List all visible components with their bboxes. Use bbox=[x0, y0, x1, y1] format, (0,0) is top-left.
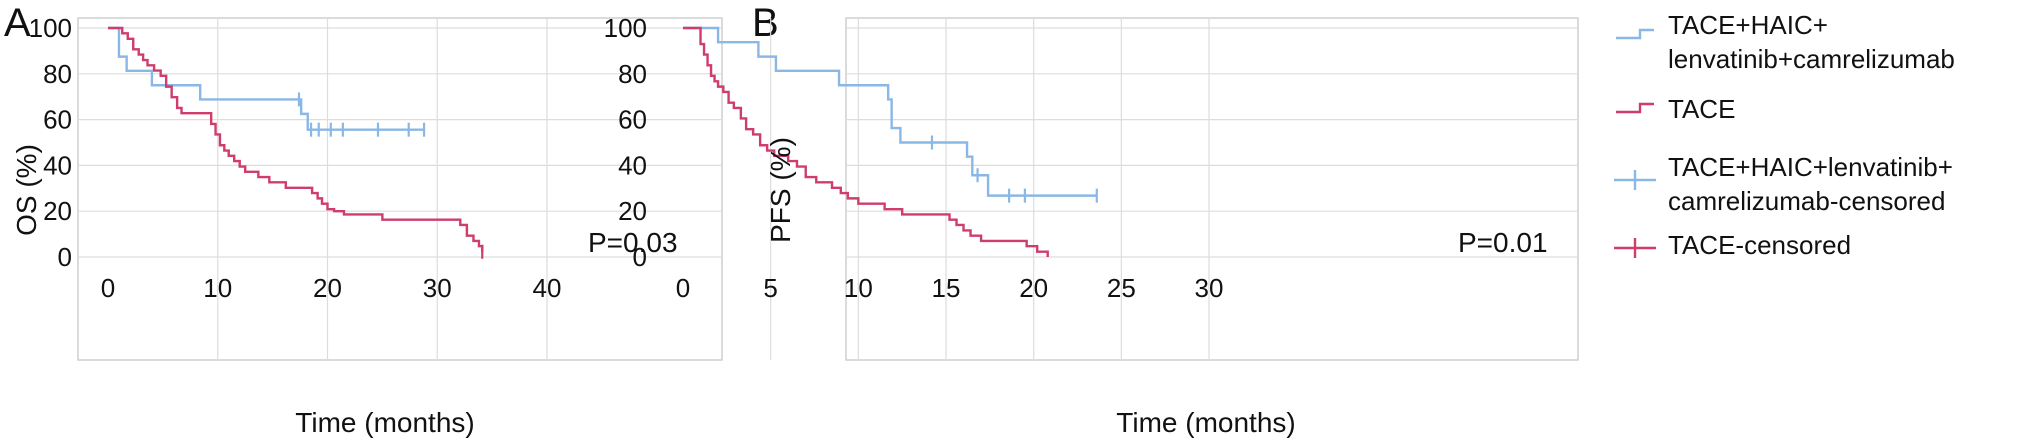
legend-item-4: TACE-censored bbox=[1614, 230, 1851, 260]
panel-a-series bbox=[108, 26, 484, 259]
panel-a-label: A bbox=[4, 1, 31, 45]
legend-label: camrelizumab-censored bbox=[1668, 186, 1945, 216]
panel-a-x-tick-label: 40 bbox=[533, 273, 562, 303]
legend-line-swatch bbox=[1616, 102, 1654, 114]
panel-b-x-tick-label: 25 bbox=[1107, 273, 1136, 303]
panel-a-y-tick-label: 40 bbox=[43, 150, 72, 180]
panel-a-x-tick-label: 0 bbox=[101, 273, 115, 303]
panel-a-os-chart: A 0 10 20 30 40 0 20 40 60 80 100 P=0.03 Time (mon… bbox=[4, 1, 723, 438]
panel-a-p-value: P=0.03 bbox=[588, 227, 678, 258]
legend: TACE+HAIC+ lenvatinib+camrelizumab TACE TAC… bbox=[1614, 10, 1955, 260]
panel-b-x-tick-label: 0 bbox=[676, 273, 690, 303]
panel-b-p-value: P=0.01 bbox=[1458, 227, 1548, 258]
panel-b-x-tick-label: 20 bbox=[1019, 273, 1048, 303]
panel-a-x-tick-label: 10 bbox=[203, 273, 232, 303]
panel-a-y-tick-label: 60 bbox=[43, 105, 72, 135]
panel-b-pfs-chart: B 0 5 10 15 20 25 30 0 20 40 60 80 100 P=0.01 Time (… bbox=[604, 1, 1579, 438]
panel-a-y-tick-label: 100 bbox=[29, 13, 72, 43]
panel-b-y-tick-label: 80 bbox=[618, 59, 647, 89]
panel-b-y-tick-label: 40 bbox=[618, 150, 647, 180]
panel-b-ticks: 0 5 10 15 20 25 30 0 20 40 60 80 100 bbox=[604, 13, 1224, 303]
panel-b-series bbox=[683, 26, 1098, 257]
panel-b-y-axis-title: PFS (%) bbox=[765, 137, 796, 243]
panel-b-x-tick-label: 30 bbox=[1195, 273, 1224, 303]
panel-b-x-tick-label: 10 bbox=[844, 273, 873, 303]
panel-b-frame bbox=[845, 17, 1579, 361]
panel-a-x-axis-title: Time (months) bbox=[295, 407, 474, 438]
panel-b-x-tick-label: 15 bbox=[932, 273, 961, 303]
panel-a-ticks: 0 10 20 30 40 0 20 40 60 80 100 bbox=[29, 13, 562, 303]
legend-label: TACE+HAIC+ bbox=[1668, 10, 1828, 40]
panel-b-combo-curve bbox=[683, 26, 1097, 197]
panel-b-grid bbox=[770, 18, 1578, 360]
panel-a-y-tick-label: 0 bbox=[58, 242, 72, 272]
panel-a-grid bbox=[78, 18, 722, 360]
panel-a-frame bbox=[77, 17, 723, 361]
panel-b-label: B bbox=[752, 1, 779, 45]
legend-label: TACE bbox=[1668, 94, 1735, 124]
legend-label: TACE+HAIC+lenvatinib+ bbox=[1668, 152, 1953, 182]
panel-a-y-tick-label: 20 bbox=[43, 196, 72, 226]
panel-b-tace-curve bbox=[683, 26, 1049, 257]
panel-b-x-tick-label: 5 bbox=[763, 273, 777, 303]
legend-item-1: TACE+HAIC+ lenvatinib+camrelizumab bbox=[1616, 10, 1955, 74]
panel-a-y-axis-title: OS (%) bbox=[11, 144, 42, 236]
legend-label: TACE-censored bbox=[1668, 230, 1851, 260]
legend-line-swatch bbox=[1616, 28, 1654, 40]
panel-a-tace-curve bbox=[108, 26, 484, 252]
legend-label: lenvatinib+camrelizumab bbox=[1668, 44, 1955, 74]
panel-b-y-tick-label: 0 bbox=[633, 242, 647, 272]
legend-item-3: TACE+HAIC+lenvatinib+ camrelizumab-censor… bbox=[1614, 152, 1953, 216]
panel-a-combo-curve bbox=[108, 26, 425, 131]
panel-a-x-tick-label: 20 bbox=[313, 273, 342, 303]
panel-b-x-axis-title: Time (months) bbox=[1116, 407, 1295, 438]
panel-a-x-tick-label: 30 bbox=[423, 273, 452, 303]
panel-a-y-tick-label: 80 bbox=[43, 59, 72, 89]
panel-b-y-tick-label: 100 bbox=[604, 13, 647, 43]
legend-item-2: TACE bbox=[1616, 94, 1735, 124]
panel-b-y-tick-label: 60 bbox=[618, 105, 647, 135]
panel-b-y-tick-label: 20 bbox=[618, 196, 647, 226]
